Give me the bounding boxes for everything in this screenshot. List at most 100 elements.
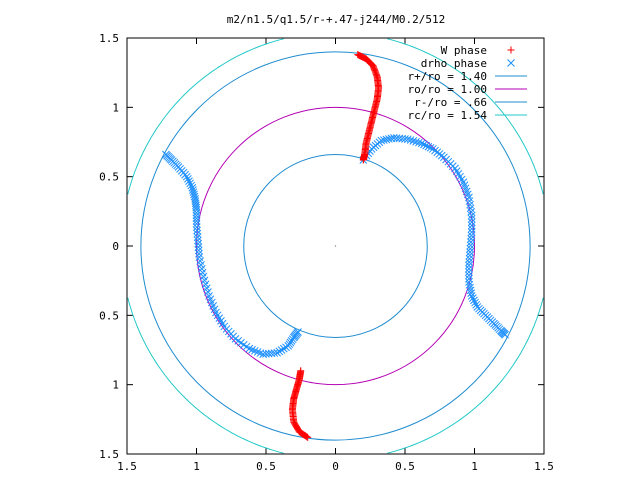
data-point: [359, 156, 367, 164]
data-point: [251, 346, 259, 355]
data-point: [294, 328, 302, 336]
data-point: [424, 142, 433, 151]
data-point: [182, 172, 191, 181]
x-tick-label: 0.5: [256, 460, 276, 473]
legend-marker-swatch: [507, 46, 515, 54]
data-point: [467, 224, 476, 233]
data-point: [297, 367, 305, 375]
y-tick-label: 0: [112, 240, 119, 253]
data-point: [471, 298, 479, 307]
reference-circle: [243, 153, 428, 339]
x-tick-label: 0: [332, 460, 339, 473]
data-point: [194, 243, 203, 251]
data-point: [465, 264, 473, 273]
data-point: [466, 248, 474, 256]
data-point: [415, 138, 423, 147]
data-point: [189, 188, 198, 197]
data-point: [467, 228, 476, 236]
data-point: [409, 137, 418, 145]
data-point: [467, 292, 476, 300]
data-point: [189, 186, 197, 194]
data-point: [192, 211, 201, 220]
reference-circle-arc: [387, 38, 544, 195]
legend-label: r-/ro = .66: [414, 96, 487, 109]
legend-label: rc/ro = 1.54: [408, 109, 488, 122]
data-point: [187, 181, 196, 190]
data-point: [192, 206, 201, 214]
data-point: [186, 179, 194, 188]
x-tick-label: 1.5: [534, 460, 554, 473]
data-point: [185, 177, 193, 185]
data-point: [467, 211, 476, 220]
reference-circle: [140, 51, 531, 441]
data-point: [417, 139, 426, 148]
data-point: [195, 249, 203, 258]
data-point: [470, 296, 478, 305]
data-point: [467, 231, 476, 240]
data-point: [406, 136, 415, 144]
legend-label: ro/ro = 1.00: [408, 83, 487, 96]
data-point: [465, 251, 474, 260]
data-point: [190, 190, 198, 199]
data-point: [275, 347, 284, 356]
data-point: [422, 141, 430, 150]
data-point: [245, 344, 254, 353]
y-tick-label: 1.5: [99, 448, 119, 461]
data-point: [472, 300, 481, 309]
data-point: [279, 344, 288, 353]
data-point: [380, 136, 388, 144]
data-point: [248, 345, 256, 354]
data-point: [194, 236, 202, 245]
series-w-phase: [288, 51, 383, 441]
data-point: [403, 135, 412, 144]
data-point: [382, 135, 391, 144]
chart-title: m2/n1.5/q1.5/r-+.47-j244/M0.2/512: [227, 13, 446, 26]
data-point: [192, 217, 201, 225]
x-tick-label: 0.5: [395, 460, 415, 473]
data-point: [273, 348, 281, 357]
data-point: [468, 294, 477, 302]
x-tick-label: 1: [471, 460, 478, 473]
origin-dot: [334, 245, 337, 247]
data-point: [465, 274, 473, 283]
data-point: [465, 254, 474, 263]
data-point: [377, 136, 386, 145]
data-point: [192, 208, 201, 217]
data-point: [193, 233, 202, 241]
data-point: [385, 135, 393, 143]
data-point: [467, 238, 475, 246]
series-drho-phase: [162, 133, 509, 359]
data-point: [192, 214, 201, 223]
data-point: [277, 346, 286, 354]
y-tick-label: 1: [112, 379, 119, 392]
data-point: [192, 223, 201, 231]
data-point: [465, 261, 473, 270]
data-point: [192, 219, 201, 228]
reference-circle-arc: [387, 297, 544, 454]
data-point: [184, 175, 192, 183]
x-tick-label: 1: [193, 460, 200, 473]
data-point: [194, 239, 203, 248]
data-point: [420, 140, 428, 149]
data-point: [467, 214, 476, 223]
reference-circle-arc: [127, 297, 284, 454]
data-point: [193, 229, 202, 238]
y-tick-label: 1: [112, 101, 119, 114]
legend-label: r+/ro = 1.40: [408, 70, 487, 83]
data-point: [467, 218, 476, 227]
data-point: [253, 348, 262, 356]
data-point: [466, 241, 475, 250]
data-point: [501, 330, 509, 339]
data-point: [193, 226, 201, 235]
data-point: [188, 183, 197, 192]
y-tick-label: 0.5: [99, 171, 119, 184]
y-tick-label: 0.5: [99, 309, 119, 322]
y-tick-label: 1.5: [99, 32, 119, 45]
data-point: [467, 221, 476, 230]
reference-circle-arc: [127, 38, 284, 195]
data-point: [465, 268, 473, 276]
data-point: [270, 349, 279, 357]
data-point: [466, 244, 475, 253]
data-point: [467, 234, 476, 243]
